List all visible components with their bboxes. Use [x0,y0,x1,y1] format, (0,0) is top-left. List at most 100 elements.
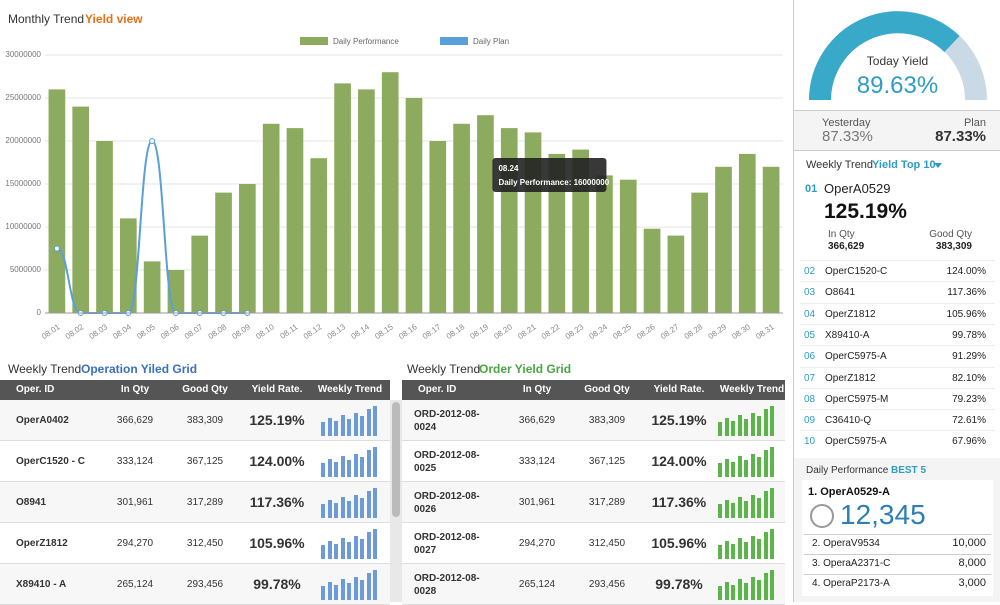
spark-bar [737,538,742,559]
rank-name: OperC5975-M [825,393,889,405]
best-label: Daily Performance [806,465,889,476]
spark-bar [340,579,345,600]
good-label: Good Qty [929,229,972,240]
chart-title: Monthly Trend [8,12,84,26]
rank-value: 82.10% [952,372,986,384]
spark-bar [373,529,377,559]
rank-value: 117.36% [947,287,986,299]
spark-bar [770,570,774,600]
rank-row [800,345,995,366]
cell: ORD-2012-08-0028 [414,573,480,597]
spark-bar [718,545,722,559]
grid-row [0,482,390,523]
spark-bar [373,570,377,600]
rank-value: 72.61% [952,415,986,427]
x-tick-label: 08.09 [230,322,252,341]
spark-bar [718,504,722,518]
best-row [804,554,991,555]
x-tick-label: 08.16 [397,322,419,341]
x-tick-label: 08.08 [207,322,229,341]
column-header: Good Qty [584,384,630,395]
rank-name: OperC1520-C [825,266,888,277]
bar [429,141,447,313]
rank-value: 124.00% [946,266,986,277]
rank-value: 91.29% [952,351,986,363]
spark-bar [353,536,358,559]
spark-bar [327,582,332,600]
rank-row [800,260,995,281]
cell: 293,456 [186,579,224,590]
x-tick-label: 08.06 [159,322,181,341]
spark-bar [731,585,735,600]
best-name: 2. OperaV9534 [812,538,880,549]
cell: 294,270 [116,538,154,549]
cell: 294,270 [518,538,556,549]
bar [762,166,780,313]
spark-bar [353,495,358,518]
bar [691,192,709,313]
monthly-chart: Monthly Trend Yield view 0 5000000 1000000… [5,12,783,341]
grid-label: Weekly Trend [407,362,481,376]
column-header: Weekly Trend [317,384,383,395]
spark-bar [366,409,371,436]
x-tick-label: 08.23 [564,322,586,341]
spark-bar [724,582,729,600]
dropdown[interactable] [934,163,942,172]
spark-bar [321,463,325,477]
cell: 99.78% [253,576,301,592]
x-tick-label: 08.19 [468,322,490,341]
top-label: Weekly Trend [806,159,874,171]
spark-bar [334,544,338,559]
top-panel [794,150,1000,458]
spark-bar [334,585,338,600]
spark-bar [360,457,364,477]
sparkline [718,404,778,436]
bar [96,141,113,313]
x-tick-label: 08.22 [540,322,562,341]
bar [143,261,161,313]
bar [738,153,756,313]
spark-bar [763,450,768,477]
sparkline [718,527,778,559]
top-first-name: OperA0529 [824,181,891,196]
sparkline [718,486,778,518]
spark-bar [724,459,729,477]
spark-bar [731,544,735,559]
spark-bar [737,415,742,436]
x-tick-label: 08.12 [302,322,324,341]
sparkline [321,404,381,436]
scroll-thumb [392,402,400,517]
cell: 317,289 [186,497,224,508]
spark-bar [757,457,761,477]
in-label: In Qty [828,229,855,240]
rank-row [800,281,995,302]
spark-bar [750,413,755,436]
best-row [804,534,991,535]
spark-bar [763,491,768,518]
cell: 265,124 [116,579,154,590]
sparkline [321,486,381,518]
best-name: 3. OperaA2371-C [812,558,891,569]
grid-row [0,523,390,564]
x-tick-label: 08.24 [588,322,610,341]
tooltip-text: Daily Performance: 16000000 [498,178,609,187]
sparkline [321,445,381,477]
spark-bar [334,462,338,477]
y-tick-label: 0 [37,308,42,317]
x-tick-label: 08.21 [516,322,538,341]
sparkline [718,568,778,600]
cell: X89410 - A [16,579,67,590]
x-tick-label: 08.15 [373,322,395,341]
sparkline [321,527,381,559]
spark-bar [360,498,364,518]
rank-name: OperZ1812 [825,308,876,320]
legend-label: Daily Plan [473,37,509,46]
rank: 04 [804,308,816,320]
spark-bar [744,583,748,600]
spark-bar [347,542,351,559]
cell: 333,124 [518,456,556,467]
rank-row [800,366,995,388]
grid-label: Weekly Trend [8,362,82,376]
tooltip-title: 08.24 [498,164,519,173]
